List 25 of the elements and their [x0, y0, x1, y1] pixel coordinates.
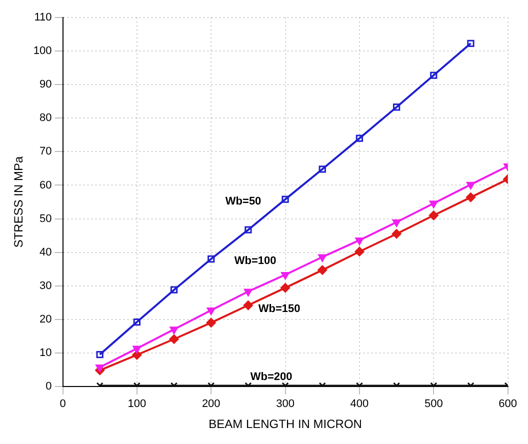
x-tick-label: 300 [276, 398, 294, 410]
x-tick-label: 500 [424, 398, 443, 410]
x-axis-title: BEAM LENGTH IN MICRON [208, 417, 362, 432]
y-tick-label: 60 [40, 179, 52, 192]
y-tick-label: 40 [40, 246, 52, 258]
y-axis-title: STRESS IN MPa [12, 156, 26, 248]
y-tick-label: 80 [40, 112, 52, 124]
y-tick-label: 20 [40, 313, 52, 326]
y-tick-label: 110 [34, 12, 52, 24]
y-tick-label: 30 [40, 280, 52, 292]
x-tick-label: 100 [128, 398, 146, 410]
x-tick-label: 0 [60, 398, 66, 410]
y-tick-label: 0 [46, 380, 52, 392]
y-tick-label: 100 [33, 45, 52, 58]
series-label: Wb=100 [234, 254, 276, 267]
x-tick-label: 400 [350, 398, 369, 410]
y-tick-label: 70 [40, 146, 52, 158]
y-tick-label: 90 [40, 78, 52, 91]
y-tick-label: 50 [40, 212, 52, 225]
x-tick-label: 200 [202, 398, 220, 410]
x-tick-label: 600 [498, 398, 518, 410]
series-label: Wb=50 [225, 195, 262, 208]
y-tick-label: 10 [40, 346, 52, 359]
series-label: Wb=200 [250, 370, 292, 383]
series-label: Wb=150 [258, 302, 300, 315]
